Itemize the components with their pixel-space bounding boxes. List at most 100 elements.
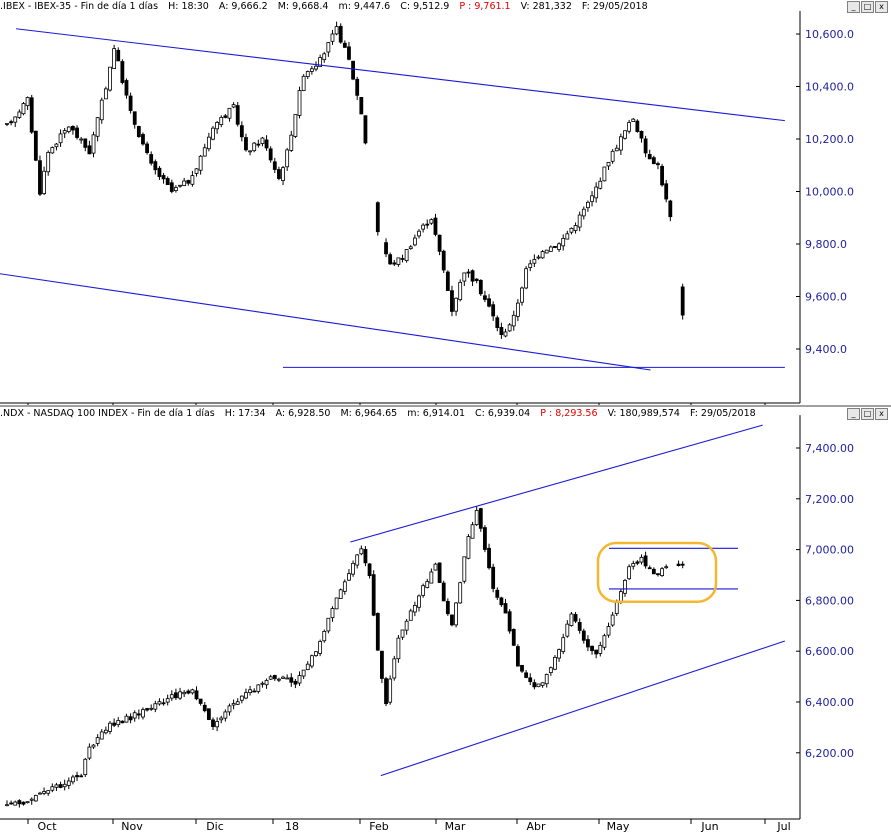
candle (95, 117, 100, 142)
candle (256, 139, 261, 148)
maximize-button[interactable]: □ (861, 1, 874, 13)
candle (38, 155, 42, 197)
candle (548, 245, 553, 252)
x-tick-label: 18 (285, 820, 299, 832)
candle (268, 674, 273, 681)
candle (491, 563, 496, 593)
candle (586, 200, 590, 212)
close-button[interactable]: x (875, 1, 888, 13)
minimize-button[interactable]: _ (847, 408, 860, 420)
candle (227, 703, 232, 716)
panel-separator[interactable] (0, 405, 891, 407)
candle (182, 690, 187, 697)
candle (145, 141, 149, 155)
candle (256, 684, 261, 694)
ndx-panel: .NDX - NASDAQ 100 INDEX - Fin de día 1 d… (0, 407, 891, 832)
candle (50, 146, 55, 154)
candle (186, 179, 191, 186)
candle (355, 554, 360, 569)
ibex-title-bar: .IBEX - IBEX-35 - Fin de día 1 días H: 1… (0, 0, 891, 13)
maximize-button[interactable]: □ (861, 408, 874, 420)
candle (359, 545, 364, 556)
ndx-p-value: P : 8,293.56 (540, 408, 598, 419)
candle (174, 185, 178, 193)
candle (141, 707, 145, 720)
candle (289, 673, 294, 687)
candle (536, 683, 541, 688)
candle (124, 713, 129, 723)
candle (437, 234, 442, 256)
candle (13, 116, 18, 128)
candle (235, 698, 240, 705)
candle (503, 598, 508, 614)
candle (614, 144, 619, 152)
candle (511, 628, 516, 647)
candle (499, 322, 504, 339)
candle (42, 787, 46, 796)
candle (520, 286, 524, 306)
candle (375, 201, 380, 236)
candle (404, 249, 409, 263)
minimize-button[interactable]: _ (847, 1, 860, 13)
x-tick-label: Dic (206, 820, 224, 832)
candle (602, 633, 607, 651)
candle (610, 149, 615, 164)
candle (194, 168, 199, 177)
close-button[interactable]: x (875, 408, 888, 420)
candle (359, 96, 364, 115)
candle (478, 507, 483, 532)
ibex-hour: H: 18:30 (168, 1, 209, 12)
candle (610, 611, 615, 627)
candle (29, 94, 34, 134)
candle (429, 218, 434, 225)
candle (157, 698, 162, 706)
candle (483, 290, 487, 303)
candle (215, 717, 220, 732)
candle (289, 130, 294, 152)
candle (532, 679, 537, 690)
candle (330, 606, 335, 622)
candle (264, 135, 269, 151)
candle (149, 704, 154, 711)
candle (371, 570, 376, 617)
candle (33, 130, 38, 162)
ibex-symbol-name: .IBEX - IBEX-35 - Fin de día 1 días (0, 1, 159, 12)
trendline (350, 424, 763, 543)
candle (651, 155, 656, 165)
candle (635, 560, 640, 566)
candle (561, 234, 566, 251)
candle (429, 568, 434, 584)
ibex-chart: 10,600.0 10,400.0 10,200.0 10,000.0 9,800.0 9… (0, 10, 854, 405)
candle (581, 628, 586, 644)
candle (231, 102, 236, 109)
candle (577, 211, 582, 232)
candle (202, 702, 207, 713)
candle (112, 718, 117, 728)
candle (548, 666, 553, 676)
candle (647, 149, 652, 160)
candle (21, 102, 26, 116)
candle (338, 23, 343, 44)
candle (462, 556, 467, 584)
candle (660, 567, 664, 577)
candle (91, 131, 96, 158)
candle (231, 699, 236, 710)
candle (487, 294, 491, 308)
candle (178, 687, 182, 700)
candle (136, 709, 141, 720)
candle (495, 315, 500, 332)
candle (680, 561, 685, 569)
candle (116, 47, 121, 62)
candle (223, 114, 228, 119)
candle (239, 121, 244, 142)
candle (260, 136, 265, 147)
x-tick-label: Jun (700, 820, 718, 832)
candle (433, 213, 438, 237)
ndx-title-bar: .NDX - NASDAQ 100 INDEX - Fin de día 1 d… (0, 407, 891, 420)
candle (293, 114, 298, 139)
candle (314, 61, 318, 72)
candle (153, 159, 158, 175)
candle (9, 800, 14, 805)
candle (651, 567, 656, 575)
candle (470, 269, 475, 287)
